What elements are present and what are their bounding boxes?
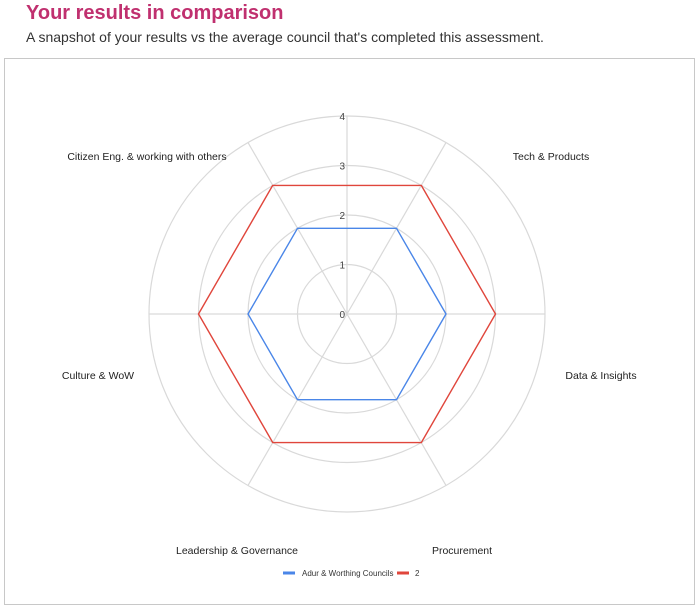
axis-label: Data & Insights [565,370,636,382]
tick-label: 2 [339,211,345,222]
legend-label: 2 [415,569,420,578]
tick-label: 4 [339,112,345,123]
grid-layer [148,115,546,513]
axis-label: Culture & WoW [62,370,134,382]
tick-label: 3 [339,162,345,173]
page-title: Your results in comparison [26,2,284,24]
axis-label: Citizen Eng. & working with others [67,151,226,163]
chart-frame: 0 1 2 3 4 Tech & Products Data & Insights Procu… [4,58,695,605]
series-layer [197,184,497,444]
legend: Adur & Worthing Councils 2 [283,569,420,578]
axis-label: Procurement [432,545,492,557]
axis-label: Leadership & Governance [176,545,298,557]
series-line-1 [247,227,447,401]
label-layer: 0 1 2 3 4 Tech & Products Data & Insights Procu… [62,112,637,557]
page-subtitle: A snapshot of your results vs the averag… [26,29,544,45]
legend-label: Adur & Worthing Councils [302,569,393,578]
tick-label: 0 [339,310,345,321]
series-line-2 [197,184,497,444]
tick-label: 1 [339,261,345,272]
axis-label: Tech & Products [513,151,589,163]
radar-chart: 0 1 2 3 4 Tech & Products Data & Insights Procu… [62,112,637,578]
